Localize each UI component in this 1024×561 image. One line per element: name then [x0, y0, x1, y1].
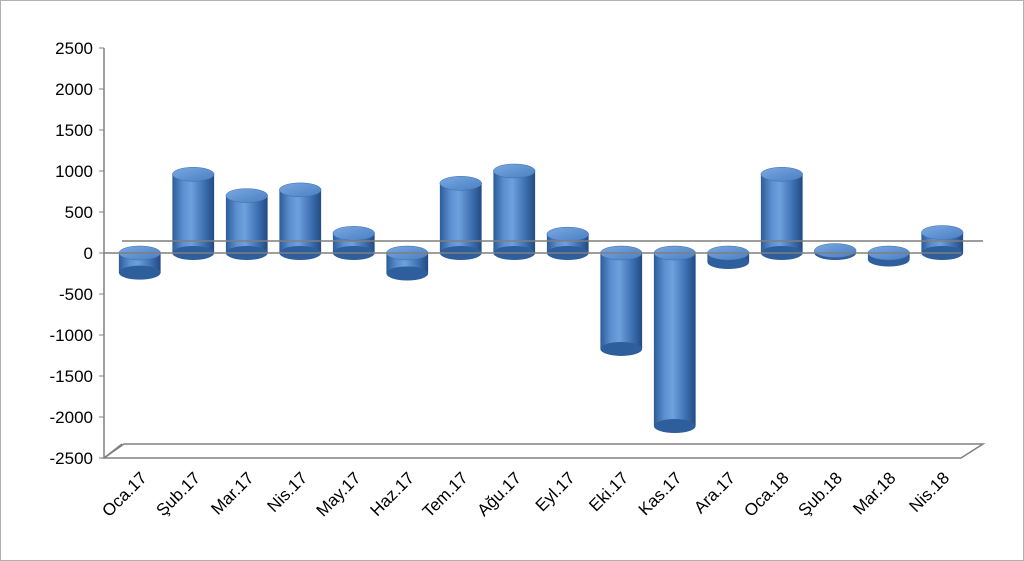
floor-depth-edge [103, 443, 123, 459]
y-tick-label: -2500 [50, 449, 93, 468]
bar-top-cap [493, 163, 536, 179]
x-tick-label: Eyl.17 [532, 468, 579, 515]
y-tick-label: 1000 [55, 162, 93, 181]
bar-bottom-cap [386, 266, 429, 281]
x-tick-label: Haz.17 [367, 468, 419, 520]
x-tick-label: Şub.18 [795, 468, 847, 520]
bar-top-cap [172, 167, 215, 182]
x-tick-label: Ağu.17 [474, 468, 526, 520]
zero-line-layer [104, 240, 983, 254]
bar-top-cap [332, 226, 375, 241]
bar-body [760, 174, 803, 253]
bar-body [600, 253, 643, 349]
x-tick-label: Ara.17 [690, 468, 739, 517]
bar-Şub.17 [172, 167, 215, 260]
bar-body [493, 171, 536, 253]
x-tick-label: Mar.18 [849, 468, 899, 518]
bar-body [279, 189, 322, 253]
bar-body [225, 195, 268, 253]
x-tick-label: Oca.17 [98, 468, 150, 520]
x-tick-label: Mar.17 [207, 468, 257, 518]
x-tick-label: Nis.17 [264, 468, 312, 516]
bar-top-cap [760, 167, 803, 182]
bar-Tem.17 [439, 176, 482, 260]
x-tick-label: Nis.18 [906, 468, 954, 516]
bar-Mar.17 [225, 188, 268, 260]
bar-Şub.18 [814, 243, 857, 260]
x-tick-label: Oca.18 [740, 468, 792, 520]
bar-bottom-cap [118, 265, 161, 280]
bars-layer [118, 163, 964, 434]
bar-Eki.17 [600, 245, 643, 356]
bar-May.17 [332, 226, 375, 260]
bar-top-cap [814, 243, 857, 258]
x-tick-label: May.17 [313, 468, 365, 520]
y-tick-label: 2500 [55, 39, 93, 58]
x-tick-label: Şub.17 [153, 468, 205, 520]
bar-body [439, 183, 482, 253]
y-tick-label: -2000 [50, 408, 93, 427]
y-tick-label: -1000 [50, 326, 93, 345]
x-tick-labels: Oca.17 Şub.17 Mar.17 Nis.17 May.17 Haz.17 Tem.… [98, 468, 953, 521]
y-tick-label: -1500 [50, 367, 93, 386]
chart-floor-outline [101, 443, 986, 459]
x-tick-label: Kas.17 [635, 468, 686, 519]
bar-body [172, 174, 215, 253]
bar-top-cap [225, 188, 268, 203]
bar-top-cap [546, 226, 589, 242]
bar-Nis.17 [279, 182, 322, 260]
y-tick-label: 1500 [55, 121, 93, 140]
bar-Ara.17 [707, 245, 750, 270]
x-tick-label: Eki.17 [585, 468, 632, 515]
bar-bottom-cap [653, 419, 696, 434]
bar-top-cap [439, 176, 482, 191]
y-tick-label: 2000 [55, 80, 93, 99]
bar-Ağu.17 [493, 163, 536, 260]
bar-bottom-cap [600, 341, 643, 356]
bar-Haz.17 [386, 245, 429, 281]
bar-top-cap [921, 225, 964, 240]
y-tick-labels: 2500 2000 1500 1000 500 0 -500 -1000 -1500 -2000 -… [50, 39, 93, 468]
bar-body [653, 253, 696, 427]
axes-layer [99, 47, 105, 459]
bar-Oca.18 [760, 167, 803, 260]
bar-top-cap [279, 182, 322, 198]
y-tick-label: 0 [84, 244, 93, 263]
y-tick-label: -500 [59, 285, 93, 304]
bar-Kas.17 [653, 245, 696, 434]
bar-Oca.17 [118, 245, 161, 280]
bar-Mar.18 [867, 245, 910, 267]
bar-Nis.18 [921, 225, 964, 260]
x-tick-label: Tem.17 [419, 468, 472, 521]
bar-Eyl.17 [546, 226, 589, 260]
y-tick-label: 500 [65, 203, 93, 222]
chart-floor [101, 443, 986, 459]
